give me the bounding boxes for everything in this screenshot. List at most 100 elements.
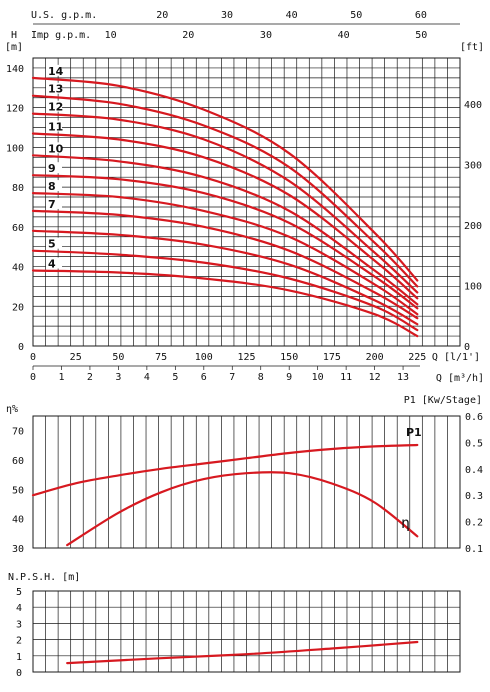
efficiency-curve xyxy=(66,471,419,547)
head-tick-label: 40 xyxy=(12,263,24,274)
flow-lps-tick-label: 0 xyxy=(30,352,36,363)
npsh-tick-label: 4 xyxy=(16,603,22,614)
stage-count-label: 5 xyxy=(48,238,56,251)
stage-count-label: 8 xyxy=(48,180,56,193)
power-tick-label: 0.6 xyxy=(465,412,483,423)
stage-count-label: 7 xyxy=(48,198,56,211)
flow-m3h-tick-label: 12 xyxy=(369,372,381,383)
feet-tick-label: 100 xyxy=(464,281,482,292)
feet-tick-label: 300 xyxy=(464,160,482,171)
us-gpm-tick-label: 20 xyxy=(156,10,168,21)
npsh-tick-label: 2 xyxy=(16,636,22,647)
stage-count-label: 14 xyxy=(48,65,64,78)
npsh-curve xyxy=(66,640,419,665)
flow-m3h-tick-label: 7 xyxy=(229,372,235,383)
efficiency-plot-frame xyxy=(32,415,461,549)
head-tick-label: 80 xyxy=(12,183,24,194)
flow-m3h-tick-label: 2 xyxy=(87,372,93,383)
flow-m3h-tick-label: 5 xyxy=(172,372,178,383)
power-tick-label: 0.5 xyxy=(465,438,483,449)
head-axis-title: H xyxy=(11,30,17,41)
npsh-axis-title: N.P.S.H. [m] xyxy=(8,572,80,583)
power-tick-label: 0.3 xyxy=(465,491,483,502)
imp-gpm-tick-label: 20 xyxy=(182,30,194,41)
head-chart: H[m] [ft] 0 20 40 60 80 100 120 140 0 100 200 300 400 0… xyxy=(5,30,484,384)
feet-tick-label: 400 xyxy=(464,100,482,111)
head-curve xyxy=(31,132,419,300)
stage-label-bg xyxy=(46,197,62,209)
stage-label-bg xyxy=(46,180,62,192)
npsh-tick-label: 5 xyxy=(16,587,22,598)
stage-label-bg xyxy=(46,162,62,174)
head-tick-label: 120 xyxy=(6,104,24,115)
stage-label-bg xyxy=(46,257,62,269)
head-tick-label: 60 xyxy=(12,223,24,234)
efficiency-power-chart: η% P1 [Kw/Stage] 30 40 50 60 70 0.1 0.2 0.3 0.4 0.5… xyxy=(6,395,483,555)
us-gpm-tick-label: 60 xyxy=(415,10,427,21)
flow-lps-tick-label: 175 xyxy=(323,352,341,363)
power-tick-label: 0.4 xyxy=(465,465,483,476)
flow-m3h-tick-label: 6 xyxy=(201,372,207,383)
head-axis-unit: [m] xyxy=(5,42,23,53)
us-gpm-tick-label: 50 xyxy=(350,10,362,21)
feet-axis-title: [ft] xyxy=(460,42,484,53)
stage-label-bg xyxy=(46,100,62,112)
stage-label-bg xyxy=(46,237,62,249)
head-curve xyxy=(31,112,419,294)
head-tick-label: 20 xyxy=(12,302,24,313)
flow-m3h-axis-title: Q [m³/h] xyxy=(436,373,484,384)
efficiency-tick-label: 70 xyxy=(12,427,24,438)
head-curve xyxy=(31,229,419,326)
imp-gpm-axis-label: Imp g.p.m. xyxy=(31,30,91,41)
us-gpm-tick-label: 40 xyxy=(286,10,298,21)
flow-m3h-tick-label: 11 xyxy=(340,372,352,383)
power-curve xyxy=(31,443,419,497)
head-curve xyxy=(31,94,419,288)
feet-tick-label: 200 xyxy=(464,221,482,232)
us-gpm-tick-label: 30 xyxy=(221,10,233,21)
flow-m3h-tick-label: 4 xyxy=(144,372,150,383)
head-curve xyxy=(31,249,419,332)
head-curve xyxy=(31,269,419,338)
stage-label-bg xyxy=(46,142,62,154)
efficiency-tick-label: 30 xyxy=(12,544,24,555)
flow-lps-tick-label: 200 xyxy=(366,352,384,363)
feet-tick-label: 0 xyxy=(464,342,470,353)
efficiency-tick-label: 40 xyxy=(12,515,24,526)
stage-count-label: 13 xyxy=(48,83,63,96)
flow-lps-tick-label: 150 xyxy=(280,352,298,363)
flow-lps-tick-label: 225 xyxy=(408,352,426,363)
npsh-tick-label: 0 xyxy=(16,668,22,679)
flow-lps-axis-title: Q [l/1'] xyxy=(432,352,480,363)
npsh-tick-label: 3 xyxy=(16,619,22,630)
power-axis-title: P1 [Kw/Stage] xyxy=(404,395,482,406)
power-curve-label: P1 xyxy=(406,426,422,439)
imp-gpm-tick-label: 50 xyxy=(415,30,427,41)
flow-m3h-tick-label: 13 xyxy=(397,372,409,383)
flow-lps-tick-label: 25 xyxy=(70,352,82,363)
imp-gpm-tick-label: 40 xyxy=(338,30,350,41)
head-tick-label: 0 xyxy=(18,342,24,353)
efficiency-axis-title: η% xyxy=(6,404,18,415)
flow-m3h-tick-label: 10 xyxy=(312,372,324,383)
npsh-plot-frame xyxy=(32,590,461,673)
flow-lps-tick-label: 100 xyxy=(195,352,213,363)
head-curve xyxy=(31,154,419,306)
head-curve xyxy=(31,209,419,320)
power-tick-label: 0.2 xyxy=(465,518,483,529)
stage-label-bg xyxy=(46,64,62,76)
head-curve xyxy=(31,76,419,282)
flow-m3h-tick-label: 9 xyxy=(286,372,292,383)
us-gpm-axis-label: U.S. g.p.m. xyxy=(31,10,97,21)
efficiency-tick-label: 60 xyxy=(12,456,24,467)
stage-count-label: 11 xyxy=(48,120,63,133)
imp-gpm-tick-label: 10 xyxy=(105,30,117,41)
stage-count-label: 9 xyxy=(48,162,56,175)
head-tick-label: 140 xyxy=(6,64,24,75)
stage-count-label: 4 xyxy=(48,258,56,271)
stage-count-label: 12 xyxy=(48,101,63,114)
head-tick-label: 100 xyxy=(6,143,24,154)
